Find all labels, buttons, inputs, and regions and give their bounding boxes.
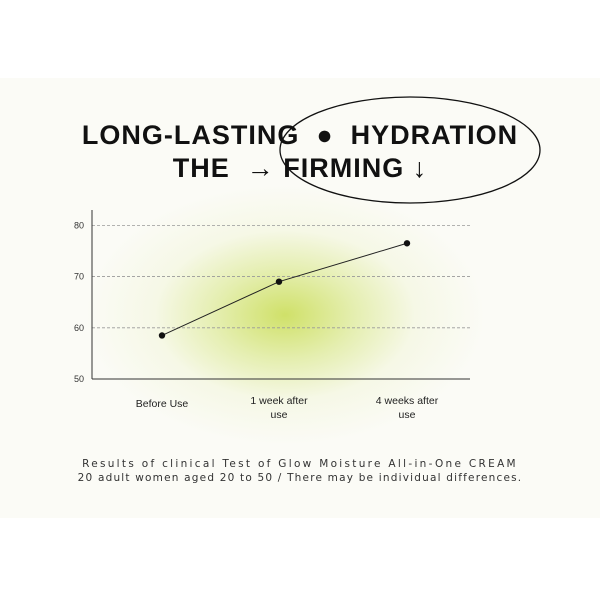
x-tick-label-3: 4 weeks after use — [362, 394, 452, 422]
x-tick-label-2: 1 week after use — [234, 394, 324, 422]
x-tick-label-3-line-2: use — [398, 409, 416, 421]
y-tick-label-60: 60 — [74, 323, 84, 333]
x-tick-label-1: Before Use — [117, 397, 207, 411]
caption-line-1: Results of clinical Test of Glow Moistur… — [82, 458, 518, 470]
x-tick-label-2-line-2: use — [270, 409, 288, 421]
green-glow-background — [60, 150, 540, 450]
data-point-2 — [275, 278, 283, 285]
x-tick-label-2-line-1: 1 week after — [250, 395, 308, 407]
y-tick-label-50: 50 — [74, 374, 84, 384]
x-tick-label-1-line-1: Before Use — [135, 398, 189, 410]
headline-line-1: LONG-LASTING ● HYDRATION — [81, 120, 519, 150]
y-tick-label-80: 80 — [74, 220, 84, 230]
y-tick-label-70: 70 — [74, 272, 84, 282]
headline-line-2: THE → FIRMING ↓ — [172, 153, 428, 183]
series-line — [161, 242, 408, 336]
data-point-3 — [403, 240, 411, 247]
caption-line-2: 20 adult women aged 20 to 50 / There may… — [77, 472, 523, 484]
x-tick-label-3-line-1: 4 weeks after — [375, 395, 439, 407]
highlight-ellipse-outline — [279, 96, 541, 204]
data-point-1 — [158, 332, 166, 339]
